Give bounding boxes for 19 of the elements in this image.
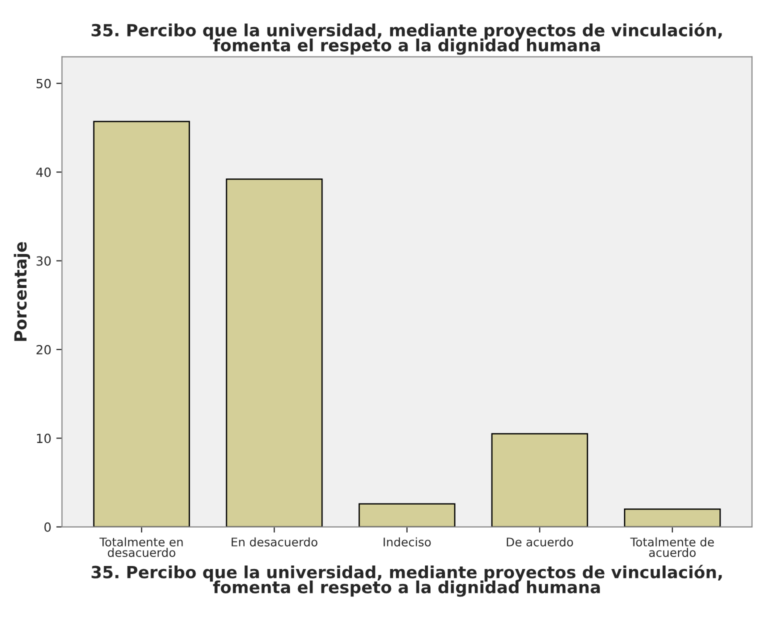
bar bbox=[491, 433, 588, 527]
x-tick-label: Totalmente en desacuerdo bbox=[99, 537, 183, 557]
chart-title: 35. Percibo que la universidad, mediante proyectos de vinculación, fomenta el respeto a la dignidad humana bbox=[92, 22, 722, 55]
x-tick-label: Indeciso bbox=[384, 537, 431, 546]
bar bbox=[624, 508, 721, 527]
y-tick-label: 50 bbox=[36, 78, 51, 88]
x-tick-label: Totalmente de acuerdo bbox=[630, 537, 714, 557]
y-tick-label: 0 bbox=[44, 522, 51, 532]
x-axis-title: 35. Percibo que la universidad, mediante proyectos de vinculación, fomenta el respeto a la dignidad humana bbox=[92, 564, 722, 597]
y-tick-label: 30 bbox=[36, 256, 51, 266]
x-tick-label: En desacuerdo bbox=[232, 537, 318, 546]
y-tick-label: 40 bbox=[36, 168, 51, 178]
bar bbox=[93, 120, 190, 527]
bar bbox=[358, 503, 456, 527]
y-axis-title: Porcentaje bbox=[14, 242, 30, 341]
x-tick-label: De acuerdo bbox=[506, 537, 573, 546]
y-tick-label: 20 bbox=[36, 344, 51, 354]
bar bbox=[226, 178, 323, 527]
y-tick-label: 10 bbox=[37, 434, 51, 444]
